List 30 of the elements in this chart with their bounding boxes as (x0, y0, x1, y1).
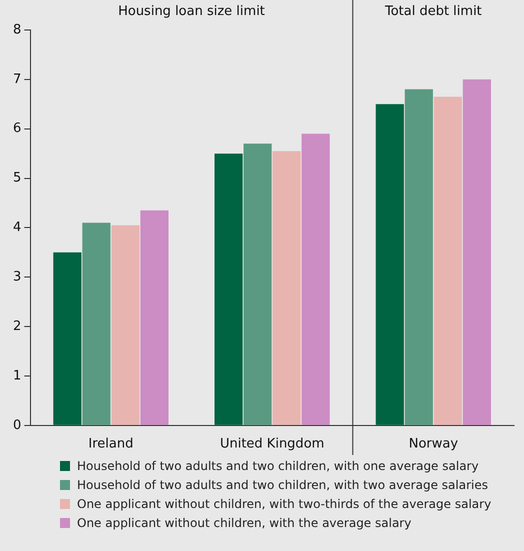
x-tick-label: United Kingdom (220, 436, 324, 452)
y-tick-label: 4 (12, 220, 22, 236)
bar (82, 222, 110, 425)
bar (434, 96, 462, 425)
x-tick-label: Norway (408, 436, 458, 452)
bar (272, 151, 301, 425)
bar (214, 154, 243, 425)
y-tick-label: 1 (12, 368, 22, 384)
legend-label: One applicant without children, with the average salary (76, 514, 412, 532)
legend-label: One applicant without children, with two-thirds of the average salary (76, 496, 492, 512)
bar (53, 252, 82, 425)
legend-label: Household of two adults and two children, with two average salaries (76, 476, 489, 494)
y-tick-label: 2 (12, 318, 22, 334)
bar (111, 225, 140, 425)
y-tick-label: 0 (12, 418, 22, 433)
bar (244, 144, 272, 425)
y-tick-label: 7 (12, 72, 22, 87)
bar (376, 104, 404, 425)
bar (302, 134, 330, 425)
bar (404, 89, 433, 425)
y-tick-label: 3 (12, 270, 22, 284)
text: Housing loan size limit (118, 4, 265, 19)
bar (462, 79, 491, 425)
y-tick-label: 8 (12, 22, 22, 38)
x-tick-label: Ireland (88, 436, 134, 452)
text: Total debt limit (384, 4, 482, 19)
bar (140, 210, 169, 425)
y-tick-label: 5 (12, 170, 22, 186)
y-tick-label: 6 (12, 121, 22, 136)
legend-label: Household of two adults and two children, with one average salary (76, 458, 480, 474)
